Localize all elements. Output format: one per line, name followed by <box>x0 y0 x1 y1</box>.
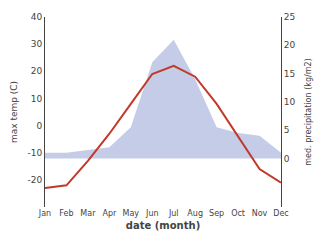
svg-text:Dec: Dec <box>273 209 288 218</box>
svg-text:Mar: Mar <box>80 209 96 218</box>
svg-text:5: 5 <box>284 125 290 135</box>
svg-text:-10: -10 <box>27 148 42 158</box>
svg-text:Jan: Jan <box>38 209 51 218</box>
svg-text:10: 10 <box>31 94 43 104</box>
svg-text:date (month): date (month) <box>126 220 200 231</box>
svg-text:med. precipitation (kg/m2): med. precipitation (kg/m2) <box>304 58 313 165</box>
svg-text:Jun: Jun <box>145 209 159 218</box>
svg-text:20: 20 <box>31 66 43 76</box>
svg-text:20: 20 <box>284 40 296 50</box>
svg-text:0: 0 <box>284 154 290 164</box>
svg-text:Apr: Apr <box>102 209 117 218</box>
svg-text:Nov: Nov <box>252 209 268 218</box>
svg-text:40: 40 <box>31 12 43 22</box>
svg-text:10: 10 <box>284 97 296 107</box>
svg-text:Jul: Jul <box>168 209 179 218</box>
svg-text:max temp (C): max temp (C) <box>9 81 19 143</box>
svg-text:Feb: Feb <box>59 209 73 218</box>
svg-text:May: May <box>123 209 140 218</box>
svg-text:30: 30 <box>31 39 43 49</box>
svg-text:15: 15 <box>284 69 295 79</box>
svg-text:Sep: Sep <box>209 209 224 218</box>
svg-text:-20: -20 <box>27 175 42 185</box>
svg-text:0: 0 <box>36 121 42 131</box>
svg-text:25: 25 <box>284 12 295 22</box>
svg-text:Aug: Aug <box>187 209 203 218</box>
svg-text:Oct: Oct <box>231 209 245 218</box>
